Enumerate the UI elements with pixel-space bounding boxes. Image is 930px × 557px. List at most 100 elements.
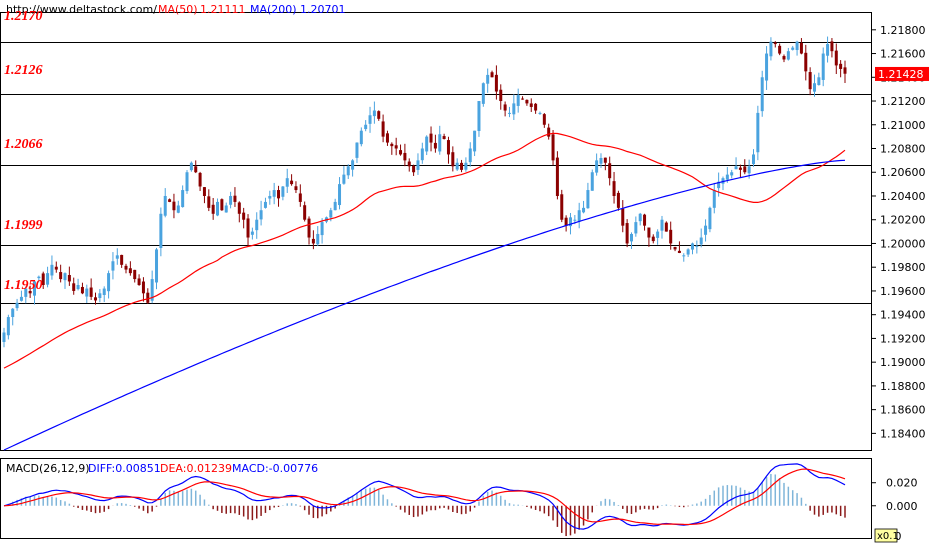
candle-body-53	[233, 195, 237, 202]
candle-body-88	[385, 133, 389, 143]
candle-body-136	[595, 160, 599, 173]
candle-body-10	[46, 273, 50, 285]
candle-body-17	[76, 285, 80, 290]
candle-body-32	[141, 281, 145, 294]
candle-body-54	[237, 202, 241, 214]
candle-body-19	[85, 288, 89, 297]
candle-body-49	[216, 201, 220, 216]
level-label-2: 1.2126	[4, 63, 43, 78]
candle-body-157	[686, 249, 690, 255]
candle-body-129	[564, 217, 568, 226]
candle-body-39	[172, 201, 176, 211]
candle-body-135	[590, 172, 594, 191]
candle-body-155	[677, 250, 681, 253]
candle-body-147	[643, 214, 647, 226]
candle-body-8	[37, 276, 41, 279]
candle-body-127	[555, 157, 559, 196]
candle-body-26	[115, 255, 119, 259]
candle-body-65	[285, 178, 289, 187]
candle-body-156	[682, 255, 686, 257]
candle-body-56	[246, 218, 250, 238]
candle-body-102	[446, 140, 450, 155]
candle-body-142	[621, 208, 625, 226]
candle-body-192	[839, 63, 843, 69]
candle-body-9	[41, 273, 45, 286]
candle-body-114	[499, 89, 503, 102]
candle-body-87	[381, 121, 385, 137]
price-tick-label-15: 1.18800	[880, 380, 926, 393]
candle-body-105	[460, 162, 464, 170]
last-price-text: 1.21428	[878, 68, 924, 81]
candle-body-112	[490, 72, 494, 78]
candle-body-188	[821, 53, 825, 80]
candle-body-145	[634, 222, 638, 234]
candle-body-98	[429, 133, 433, 143]
candle-body-15	[67, 274, 71, 282]
candle-body-91	[399, 150, 403, 155]
candle-body-116	[507, 112, 511, 114]
macd-label: MACD(26,12,9)	[6, 462, 90, 475]
candle-body-185	[808, 72, 812, 90]
ma200-line	[3, 159, 846, 451]
candle-body-178	[778, 45, 782, 54]
candle-body-108	[473, 130, 477, 152]
candle-body-176	[769, 41, 773, 57]
candle-body-133	[582, 207, 586, 213]
candle-body-100	[438, 134, 442, 152]
candle-body-18	[80, 286, 84, 294]
candle-body-46	[202, 187, 206, 196]
candle-body-140	[612, 181, 616, 196]
candle-body-170	[743, 166, 747, 173]
candle-body-166	[725, 174, 729, 180]
candle-body-41	[181, 190, 185, 208]
candle-body-44	[194, 166, 198, 173]
candle-body-70	[307, 218, 311, 238]
candle-body-89	[390, 143, 394, 147]
candle-body-96	[420, 148, 424, 161]
candles-group	[2, 36, 847, 348]
price-tick-label-0: 1.21800	[880, 24, 926, 37]
candle-body-23	[102, 288, 106, 295]
candle-body-57	[250, 231, 254, 235]
level-label-4: 1.1999	[4, 218, 43, 233]
candle-body-72	[316, 233, 320, 245]
price-tick-label-5: 1.20800	[880, 143, 926, 156]
candle-body-183	[799, 42, 803, 54]
candle-body-126	[551, 134, 555, 161]
scale-badge-text: x0.1	[877, 531, 899, 542]
candle-body-31	[137, 278, 141, 286]
candle-body-167	[730, 172, 734, 176]
candle-body-71	[311, 238, 315, 244]
candle-body-43	[189, 162, 193, 171]
candle-body-45	[198, 172, 202, 187]
url-label[interactable]: http://www.deltastock.com/	[6, 3, 157, 16]
candle-body-7	[33, 281, 37, 296]
candle-body-191	[834, 50, 838, 66]
candle-body-14	[63, 273, 67, 281]
price-tick-label-16: 1.18600	[880, 404, 926, 417]
price-tick-label-7: 1.20400	[880, 190, 926, 203]
candle-body-163	[712, 190, 716, 208]
candle-body-125	[547, 127, 551, 137]
candle-body-50	[220, 199, 224, 211]
candle-body-104	[455, 162, 459, 170]
candle-body-137	[599, 158, 603, 164]
candle-body-73	[320, 222, 324, 236]
candle-body-1	[6, 317, 10, 336]
candle-body-164	[717, 181, 721, 189]
candle-body-113	[494, 74, 498, 92]
candle-body-128	[560, 194, 564, 220]
ma50-line	[3, 132, 846, 369]
level-label-3: 1.2066	[4, 137, 43, 152]
candle-body-97	[425, 136, 429, 152]
price-tick-label-4: 1.21000	[880, 119, 926, 132]
candle-body-58	[255, 219, 259, 231]
scale-badge-box	[874, 528, 898, 543]
candle-body-169	[738, 167, 742, 170]
candle-body-131	[573, 219, 577, 221]
candle-body-171	[747, 166, 751, 174]
candle-body-106	[464, 162, 468, 170]
macd-diff-label: DIFF:0.00851	[88, 462, 161, 475]
candle-body-130	[568, 217, 572, 227]
candle-body-0	[2, 332, 6, 342]
